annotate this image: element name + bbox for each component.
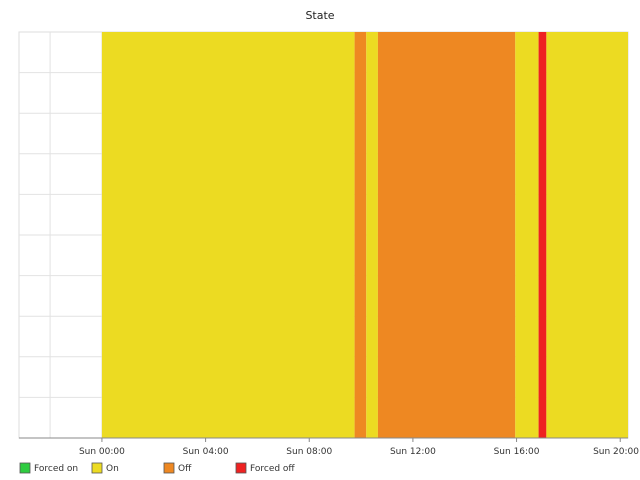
x-tick-label: Sun 16:00 [494, 447, 540, 457]
legend-item-on: On [91, 462, 119, 474]
legend-swatch [163, 462, 175, 474]
chart-title: State [305, 9, 334, 22]
segment-on [515, 32, 539, 438]
x-axis: Sun 00:00 Sun 04:00 Sun 08:00 Sun 12:00 Sun … [19, 437, 639, 457]
legend-label: Forced off [250, 464, 295, 474]
segment-on [101, 32, 355, 438]
segment-on [546, 32, 628, 438]
x-tick-label: Sun 00:00 [79, 447, 125, 457]
state-segments [101, 32, 628, 438]
legend-swatch [235, 462, 247, 474]
x-tick-label: Sun 20:00 [593, 447, 639, 457]
legend-item-forced-on: Forced on [19, 462, 78, 474]
segment-forced-off [538, 32, 547, 438]
legend-item-forced-off: Forced off [235, 462, 295, 474]
legend-label: On [106, 464, 119, 474]
segment-off [354, 32, 367, 438]
segment-off [377, 32, 516, 438]
legend: Forced on On Off Forced off [19, 462, 295, 474]
legend-swatch [19, 462, 31, 474]
legend-swatch [91, 462, 103, 474]
x-tick-label: Sun 04:00 [183, 447, 229, 457]
x-tick-label: Sun 08:00 [286, 447, 332, 457]
legend-label: Forced on [34, 464, 78, 474]
segment-on [366, 32, 378, 438]
legend-item-off: Off [163, 462, 192, 474]
legend-label: Off [178, 464, 192, 474]
x-tick-label: Sun 12:00 [390, 447, 436, 457]
